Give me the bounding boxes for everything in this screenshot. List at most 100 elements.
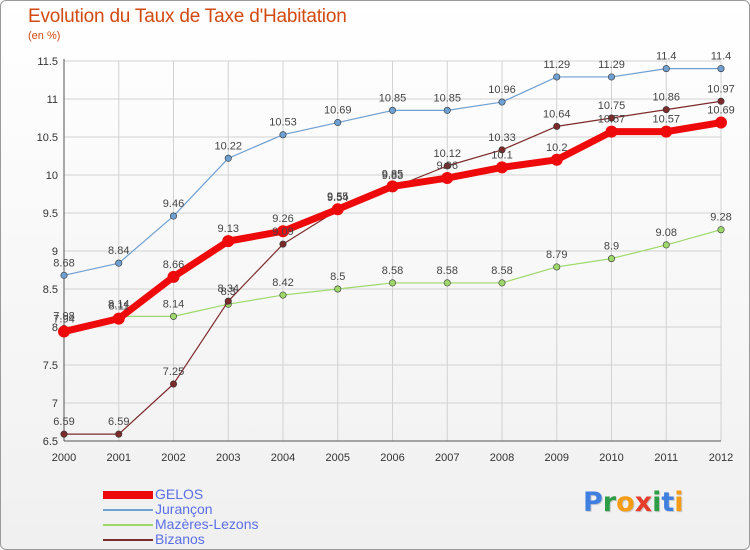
data-point — [279, 291, 287, 299]
legend-item: Mazères-Lezons — [103, 516, 363, 532]
data-point — [443, 162, 451, 170]
data-label: 8.11 — [108, 301, 129, 313]
data-point — [660, 125, 673, 138]
data-label: 8.58 — [437, 265, 458, 277]
logo-letter: r — [602, 487, 617, 518]
legend-swatch — [103, 524, 153, 526]
data-label: 8.42 — [272, 277, 293, 289]
data-point — [388, 279, 396, 287]
series-layer — [58, 65, 727, 438]
data-label: 8.58 — [382, 265, 403, 277]
data-point — [443, 106, 451, 114]
data-label: 9.85 — [382, 168, 403, 180]
data-label: 9.08 — [656, 227, 677, 239]
data-label: 10.85 — [379, 92, 407, 104]
data-label: 10.96 — [488, 84, 516, 96]
legend: GELOS Jurançon Mazères-Lezons Bizanos — [103, 486, 363, 547]
data-label: 10.86 — [652, 92, 680, 104]
data-label: 7.25 — [163, 366, 184, 378]
x-tick-label: 2004 — [271, 452, 295, 464]
x-tick-label: 2011 — [654, 452, 678, 464]
data-label: 8.68 — [53, 257, 74, 269]
x-tick-label: 2007 — [435, 452, 459, 464]
data-label: 11.4 — [711, 51, 732, 63]
data-label: 9.13 — [218, 223, 239, 235]
x-tick-label: 2001 — [107, 452, 131, 464]
data-point — [443, 279, 451, 287]
data-point — [498, 98, 506, 106]
data-point — [715, 116, 727, 129]
data-label: 7.94 — [53, 314, 74, 326]
data-point — [170, 312, 178, 320]
y-tick-label: 7 — [52, 398, 58, 410]
data-label: 10.57 — [652, 114, 680, 126]
y-tick-label: 9 — [52, 246, 58, 258]
data-label: 8.34 — [218, 283, 239, 295]
data-point — [607, 255, 615, 263]
x-tick-label: 2002 — [161, 452, 185, 464]
data-label: 8.14 — [163, 298, 184, 310]
x-tick-label: 2003 — [216, 452, 240, 464]
x-tick-label: 2012 — [709, 452, 733, 464]
data-point — [498, 279, 506, 287]
data-label: 10.69 — [324, 105, 352, 117]
data-label: 10.53 — [269, 117, 297, 129]
data-label: 8.3 — [221, 286, 236, 298]
data-label: 9.54 — [327, 192, 348, 204]
x-tick-label: 2009 — [545, 452, 569, 464]
data-label: 8.66 — [163, 259, 184, 271]
data-point — [115, 430, 123, 438]
y-tick-label: 7.5 — [43, 360, 58, 372]
data-label: 8.84 — [108, 245, 129, 257]
data-point — [224, 154, 232, 162]
x-tick-label: 2000 — [52, 452, 76, 464]
y-tick-label: 8.5 — [43, 284, 58, 296]
x-tick-label: 2008 — [490, 452, 514, 464]
legend-swatch — [103, 491, 153, 499]
data-label: 11.29 — [543, 59, 570, 71]
data-label: 9.55 — [327, 191, 348, 203]
data-point — [605, 125, 618, 138]
data-point — [334, 119, 342, 127]
chart-title: Evolution du Taux de Taxe d'Habitation — [28, 6, 347, 27]
data-label: 9.46 — [163, 198, 184, 210]
data-label: 11.4 — [656, 51, 677, 63]
data-point — [607, 114, 615, 122]
data-label: 10.64 — [543, 108, 571, 120]
data-point — [662, 106, 670, 114]
legend-item: Bizanos — [103, 531, 363, 547]
data-label: 7.98 — [53, 311, 74, 323]
y-tick-label: 10.5 — [37, 132, 58, 144]
data-point — [224, 297, 232, 305]
data-point — [386, 180, 399, 193]
data-label: 10.22 — [214, 140, 242, 152]
data-point — [717, 226, 725, 234]
data-label: 6.59 — [108, 416, 129, 428]
data-label: 8.58 — [491, 265, 512, 277]
y-tick-label: 11.5 — [37, 56, 58, 68]
legend-swatch — [103, 539, 153, 541]
x-tick-label: 2005 — [326, 452, 350, 464]
logo-letter: i — [674, 487, 684, 518]
logo-letter: t — [661, 487, 675, 518]
logo-letter: x — [634, 487, 653, 518]
proxiti-logo: Proxiti — [583, 487, 684, 518]
data-point — [331, 203, 344, 216]
data-label: 10.2 — [546, 142, 567, 154]
data-point — [717, 65, 725, 73]
data-point — [553, 263, 561, 271]
y-tick-label: 8 — [52, 322, 58, 334]
grid-layer — [63, 60, 722, 442]
y-tick-label: 10 — [46, 170, 58, 182]
legend-item: GELOS — [103, 486, 363, 502]
data-label: 9.09 — [272, 226, 293, 238]
data-label: 10.97 — [707, 83, 735, 95]
data-point — [60, 430, 68, 438]
data-point — [112, 312, 125, 325]
axes-layer: 6.5 7 7.5 8 8.5 9 9.5 10 10.5 11 11.5 2000 2001 2002 2… — [37, 56, 734, 464]
logo-letter: P — [583, 487, 603, 518]
data-label: 10.85 — [433, 92, 461, 104]
data-point — [498, 146, 506, 154]
